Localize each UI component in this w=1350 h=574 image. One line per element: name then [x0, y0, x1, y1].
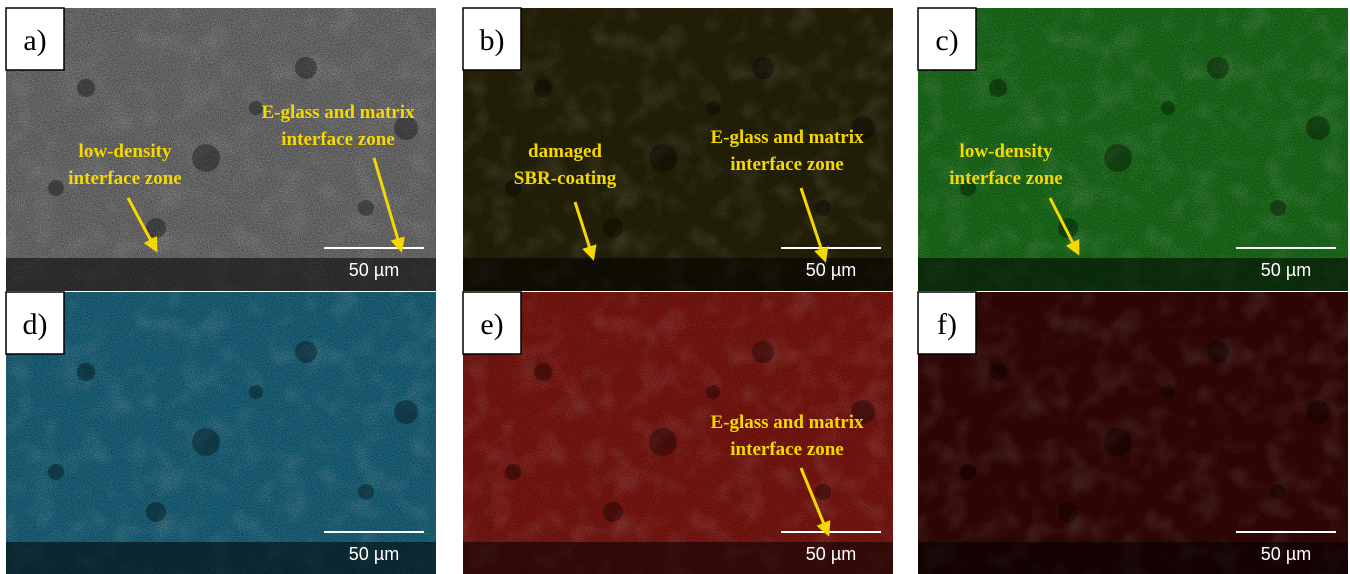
- scale-bar-label: 50 µm: [1261, 544, 1311, 564]
- particle: [752, 57, 774, 79]
- particle: [815, 484, 831, 500]
- particle: [48, 464, 64, 480]
- particle: [1161, 385, 1175, 399]
- scale-bar-label: 50 µm: [806, 260, 856, 280]
- particle: [989, 363, 1007, 381]
- panel-label: d): [23, 308, 48, 341]
- panel: f) 50 µm: [918, 292, 1348, 574]
- particle: [989, 79, 1007, 97]
- panel: c) 50 µm low-density interface zone: [918, 8, 1348, 291]
- particle: [77, 363, 95, 381]
- scale-bar-label: 50 µm: [1261, 260, 1311, 280]
- particle: [649, 428, 677, 456]
- particle: [534, 363, 552, 381]
- particle: [1104, 144, 1132, 172]
- particle: [192, 144, 220, 172]
- panel: a) 50 µm E-glass and matrix interface zone l…: [6, 8, 436, 291]
- panel: e) 50 µm E-glass and matrix interface zone: [463, 292, 893, 574]
- annotation: interface zone: [68, 168, 181, 189]
- particle: [358, 200, 374, 216]
- panel: d) 50 µm: [6, 292, 436, 574]
- annotation: E-glass and matrix: [710, 412, 864, 433]
- panel-label: b): [480, 24, 505, 57]
- particle: [1058, 502, 1078, 522]
- particle: [603, 218, 623, 238]
- particle: [249, 385, 263, 399]
- particle: [358, 484, 374, 500]
- particle: [960, 464, 976, 480]
- particle: [1306, 116, 1330, 140]
- particle: [706, 385, 720, 399]
- scale-bar-label: 50 µm: [806, 544, 856, 564]
- annotation: low-density: [960, 141, 1053, 162]
- particle: [1306, 400, 1330, 424]
- scale-bar-label: 50 µm: [349, 260, 399, 280]
- annotation: E-glass and matrix: [261, 102, 415, 123]
- particle: [603, 502, 623, 522]
- panel-label: f): [937, 308, 957, 341]
- scale-bar-label: 50 µm: [349, 544, 399, 564]
- particle: [295, 57, 317, 79]
- particle: [1270, 200, 1286, 216]
- annotation: E-glass and matrix: [710, 127, 864, 148]
- annotation: interface zone: [730, 154, 843, 175]
- figure: a) 50 µm E-glass and matrix interface zone l…: [0, 0, 1350, 574]
- particle: [1207, 57, 1229, 79]
- panel-label: c): [935, 24, 958, 57]
- annotation: SBR-coating: [514, 168, 617, 189]
- particle: [48, 180, 64, 196]
- particle: [505, 464, 521, 480]
- particle: [534, 79, 552, 97]
- annotation: damaged: [528, 141, 602, 162]
- particle: [649, 144, 677, 172]
- particle: [752, 341, 774, 363]
- annotation: interface zone: [281, 129, 394, 150]
- panel-label: e): [480, 308, 503, 341]
- particle: [77, 79, 95, 97]
- panel-label: a): [23, 24, 46, 57]
- particle: [1161, 101, 1175, 115]
- annotation: low-density: [79, 141, 172, 162]
- particle: [394, 400, 418, 424]
- annotation: interface zone: [949, 168, 1062, 189]
- particle: [1104, 428, 1132, 456]
- particle: [706, 101, 720, 115]
- particle: [192, 428, 220, 456]
- particle: [1270, 484, 1286, 500]
- particle: [1207, 341, 1229, 363]
- annotation: interface zone: [730, 439, 843, 460]
- particle: [146, 502, 166, 522]
- particle: [295, 341, 317, 363]
- panel: b) 50 µm damaged SBR-coating E-glass and mat…: [463, 8, 893, 291]
- particle: [815, 200, 831, 216]
